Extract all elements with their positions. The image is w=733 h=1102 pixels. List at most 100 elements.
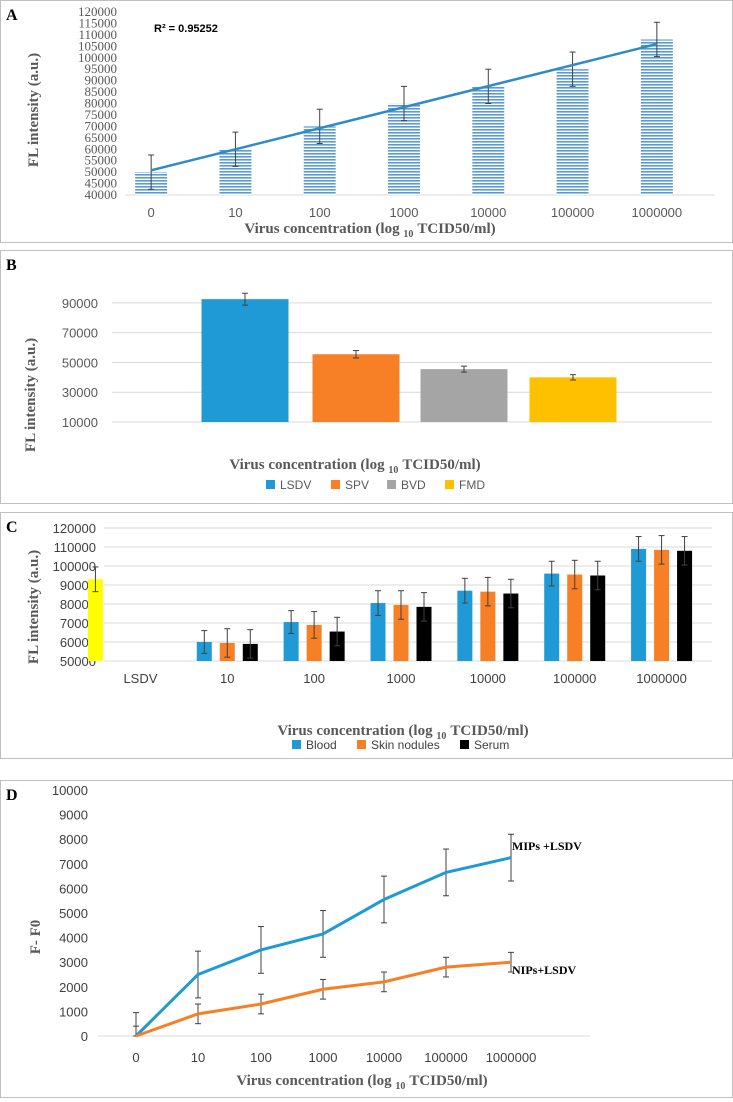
y-tick-label: 65000 — [85, 130, 118, 145]
y-tick-label: 50000 — [85, 164, 118, 179]
y-tick-label: 55000 — [85, 153, 118, 168]
y-tick-label: 95000 — [85, 61, 118, 76]
y-tick-label: 50000 — [60, 654, 96, 669]
y-tick-label: 7000 — [59, 857, 88, 872]
bar-skin-nodules — [480, 591, 496, 661]
bar-lsdv — [201, 299, 289, 422]
x-tick-label: 0 — [148, 205, 155, 220]
y-tick-label: 75000 — [85, 107, 118, 122]
bar-skin-nodules — [567, 574, 583, 661]
y-tick-label: 0 — [81, 1029, 88, 1044]
bar-skin-nodules — [654, 549, 670, 661]
x-tick-label: 10 — [228, 205, 242, 220]
bar-fmd — [529, 377, 617, 422]
y-axis-label-c: FL intensity (a.u.) — [26, 550, 42, 664]
bar-blood — [370, 603, 386, 661]
legend-swatch-serum — [460, 740, 469, 749]
legend-label-skin-nodules: Skin nodules — [371, 738, 440, 752]
legend-label-blood: Blood — [306, 738, 337, 752]
series-label-nips: NIPs+LSDV — [512, 963, 577, 977]
x-tick-label: 10 — [220, 671, 234, 686]
y-axis-label-b: FL intensity (a.u.) — [23, 338, 39, 452]
y-tick-label: 50000 — [62, 355, 98, 370]
panel-a: A R² = 0.95252 FL intensity (a.u.) Virus… — [0, 0, 733, 243]
x-tick-label: 100 — [309, 205, 331, 220]
series-line-nips — [135, 960, 512, 1038]
x-tick-label: 1000 — [387, 671, 416, 686]
bar-blood — [631, 548, 647, 661]
legend-label-bvd: BVD — [401, 478, 426, 492]
panel-b: B FL intensity (a.u.) Virus concentratio… — [0, 250, 733, 504]
x-axis-label-b: Virus concentration (log 10 TCID50/ml) — [229, 457, 480, 476]
x-tick-label: 100000 — [553, 671, 596, 686]
y-tick-label: 80000 — [85, 96, 118, 111]
plot-area-b: 10000 30000 50000 70000 90000 LSDV SPV BVD FMD — [62, 292, 712, 492]
legend-swatch-lsdv — [266, 480, 275, 489]
legend-label-spv: SPV — [345, 478, 369, 492]
x-tick-label: 10000 — [470, 205, 506, 220]
bar-blood — [457, 590, 473, 661]
y-tick-label: 10000 — [52, 783, 88, 798]
y-tick-label: 100000 — [53, 559, 96, 574]
bar — [640, 39, 673, 196]
x-axis-label-a: Virus concentration (log 10 TCID50/ml) — [244, 221, 495, 240]
y-tick-label: 2000 — [59, 980, 88, 995]
y-tick-label: 60000 — [60, 635, 96, 650]
chart-a: A R² = 0.95252 FL intensity (a.u.) Virus… — [0, 0, 733, 243]
panel-d: D F- F0 Virus concentration (log 10 TCID5… — [0, 780, 733, 1098]
x-tick-label: 100 — [250, 1050, 272, 1065]
bar-skin-nodules — [306, 624, 322, 661]
legend-label-lsdv: LSDV — [280, 478, 311, 492]
x-tick-label: 1000000 — [486, 1050, 537, 1065]
y-tick-label: 85000 — [85, 84, 118, 99]
bar-serum — [590, 575, 606, 661]
legend-swatch-fmd — [445, 480, 454, 489]
y-tick-label: 60000 — [85, 141, 118, 156]
legend-swatch-bvd — [387, 480, 396, 489]
panel-letter-c: C — [6, 519, 18, 536]
y-tick-label: 40000 — [85, 187, 118, 202]
bar-spv — [312, 354, 400, 422]
y-tick-label: 45000 — [85, 176, 118, 191]
x-tick-label: LSDV — [123, 671, 157, 686]
chart-b: B FL intensity (a.u.) Virus concentratio… — [0, 250, 733, 504]
y-tick-label: 80000 — [60, 597, 96, 612]
y-tick-label: 70000 — [60, 616, 96, 631]
y-tick-label: 110000 — [54, 540, 96, 555]
y-tick-label: 110000 — [78, 27, 117, 42]
x-tick-label: 100000 — [551, 205, 594, 220]
y-tick-label: 120000 — [53, 521, 96, 536]
y-axis-label-a: FL intensity (a.u.) — [26, 53, 42, 167]
y-tick-label: 105000 — [78, 38, 117, 53]
y-tick-label: 90000 — [60, 578, 96, 593]
bar — [556, 69, 589, 195]
panel-a-frame — [0, 0, 733, 243]
chart-c: C FL intensity (a.u.) Virus concentratio… — [0, 512, 733, 759]
series-line-mips — [134, 856, 512, 1038]
bar-serum — [416, 606, 432, 661]
y-tick-label: 90000 — [62, 296, 98, 311]
y-tick-label: 115000 — [78, 15, 117, 30]
x-tick-label: 100 — [303, 671, 325, 686]
y-tick-label: 90000 — [85, 73, 118, 88]
bar-bvd — [420, 369, 508, 422]
x-tick-label: 1000 — [390, 205, 419, 220]
plot-area-d: 0100020003000400050006000700080009000100… — [52, 783, 590, 1065]
legend-label-serum: Serum — [474, 738, 509, 752]
y-tick-label: 5000 — [59, 906, 88, 921]
bar-control-lsdv — [87, 579, 103, 661]
panel-c-frame — [0, 512, 733, 759]
bar-serum — [503, 593, 519, 661]
legend-swatch-spv — [331, 480, 340, 489]
x-tick-label: 10000 — [470, 671, 506, 686]
y-tick-label: 10000 — [62, 415, 98, 430]
x-tick-label: 10 — [191, 1050, 205, 1065]
x-axis-label-c: Virus concentration (log 10 TCID50/ml) — [277, 723, 528, 742]
bar-blood — [544, 573, 560, 661]
x-tick-label: 1000 — [309, 1050, 338, 1065]
plot-area-c: 50000 60000 70000 80000 90000 100000 110000 120… — [53, 521, 712, 752]
panel-d-frame — [0, 780, 733, 1098]
y-tick-label: 1000 — [59, 1004, 88, 1019]
y-tick-label: 100000 — [78, 50, 117, 65]
y-tick-label: 3000 — [59, 955, 88, 970]
